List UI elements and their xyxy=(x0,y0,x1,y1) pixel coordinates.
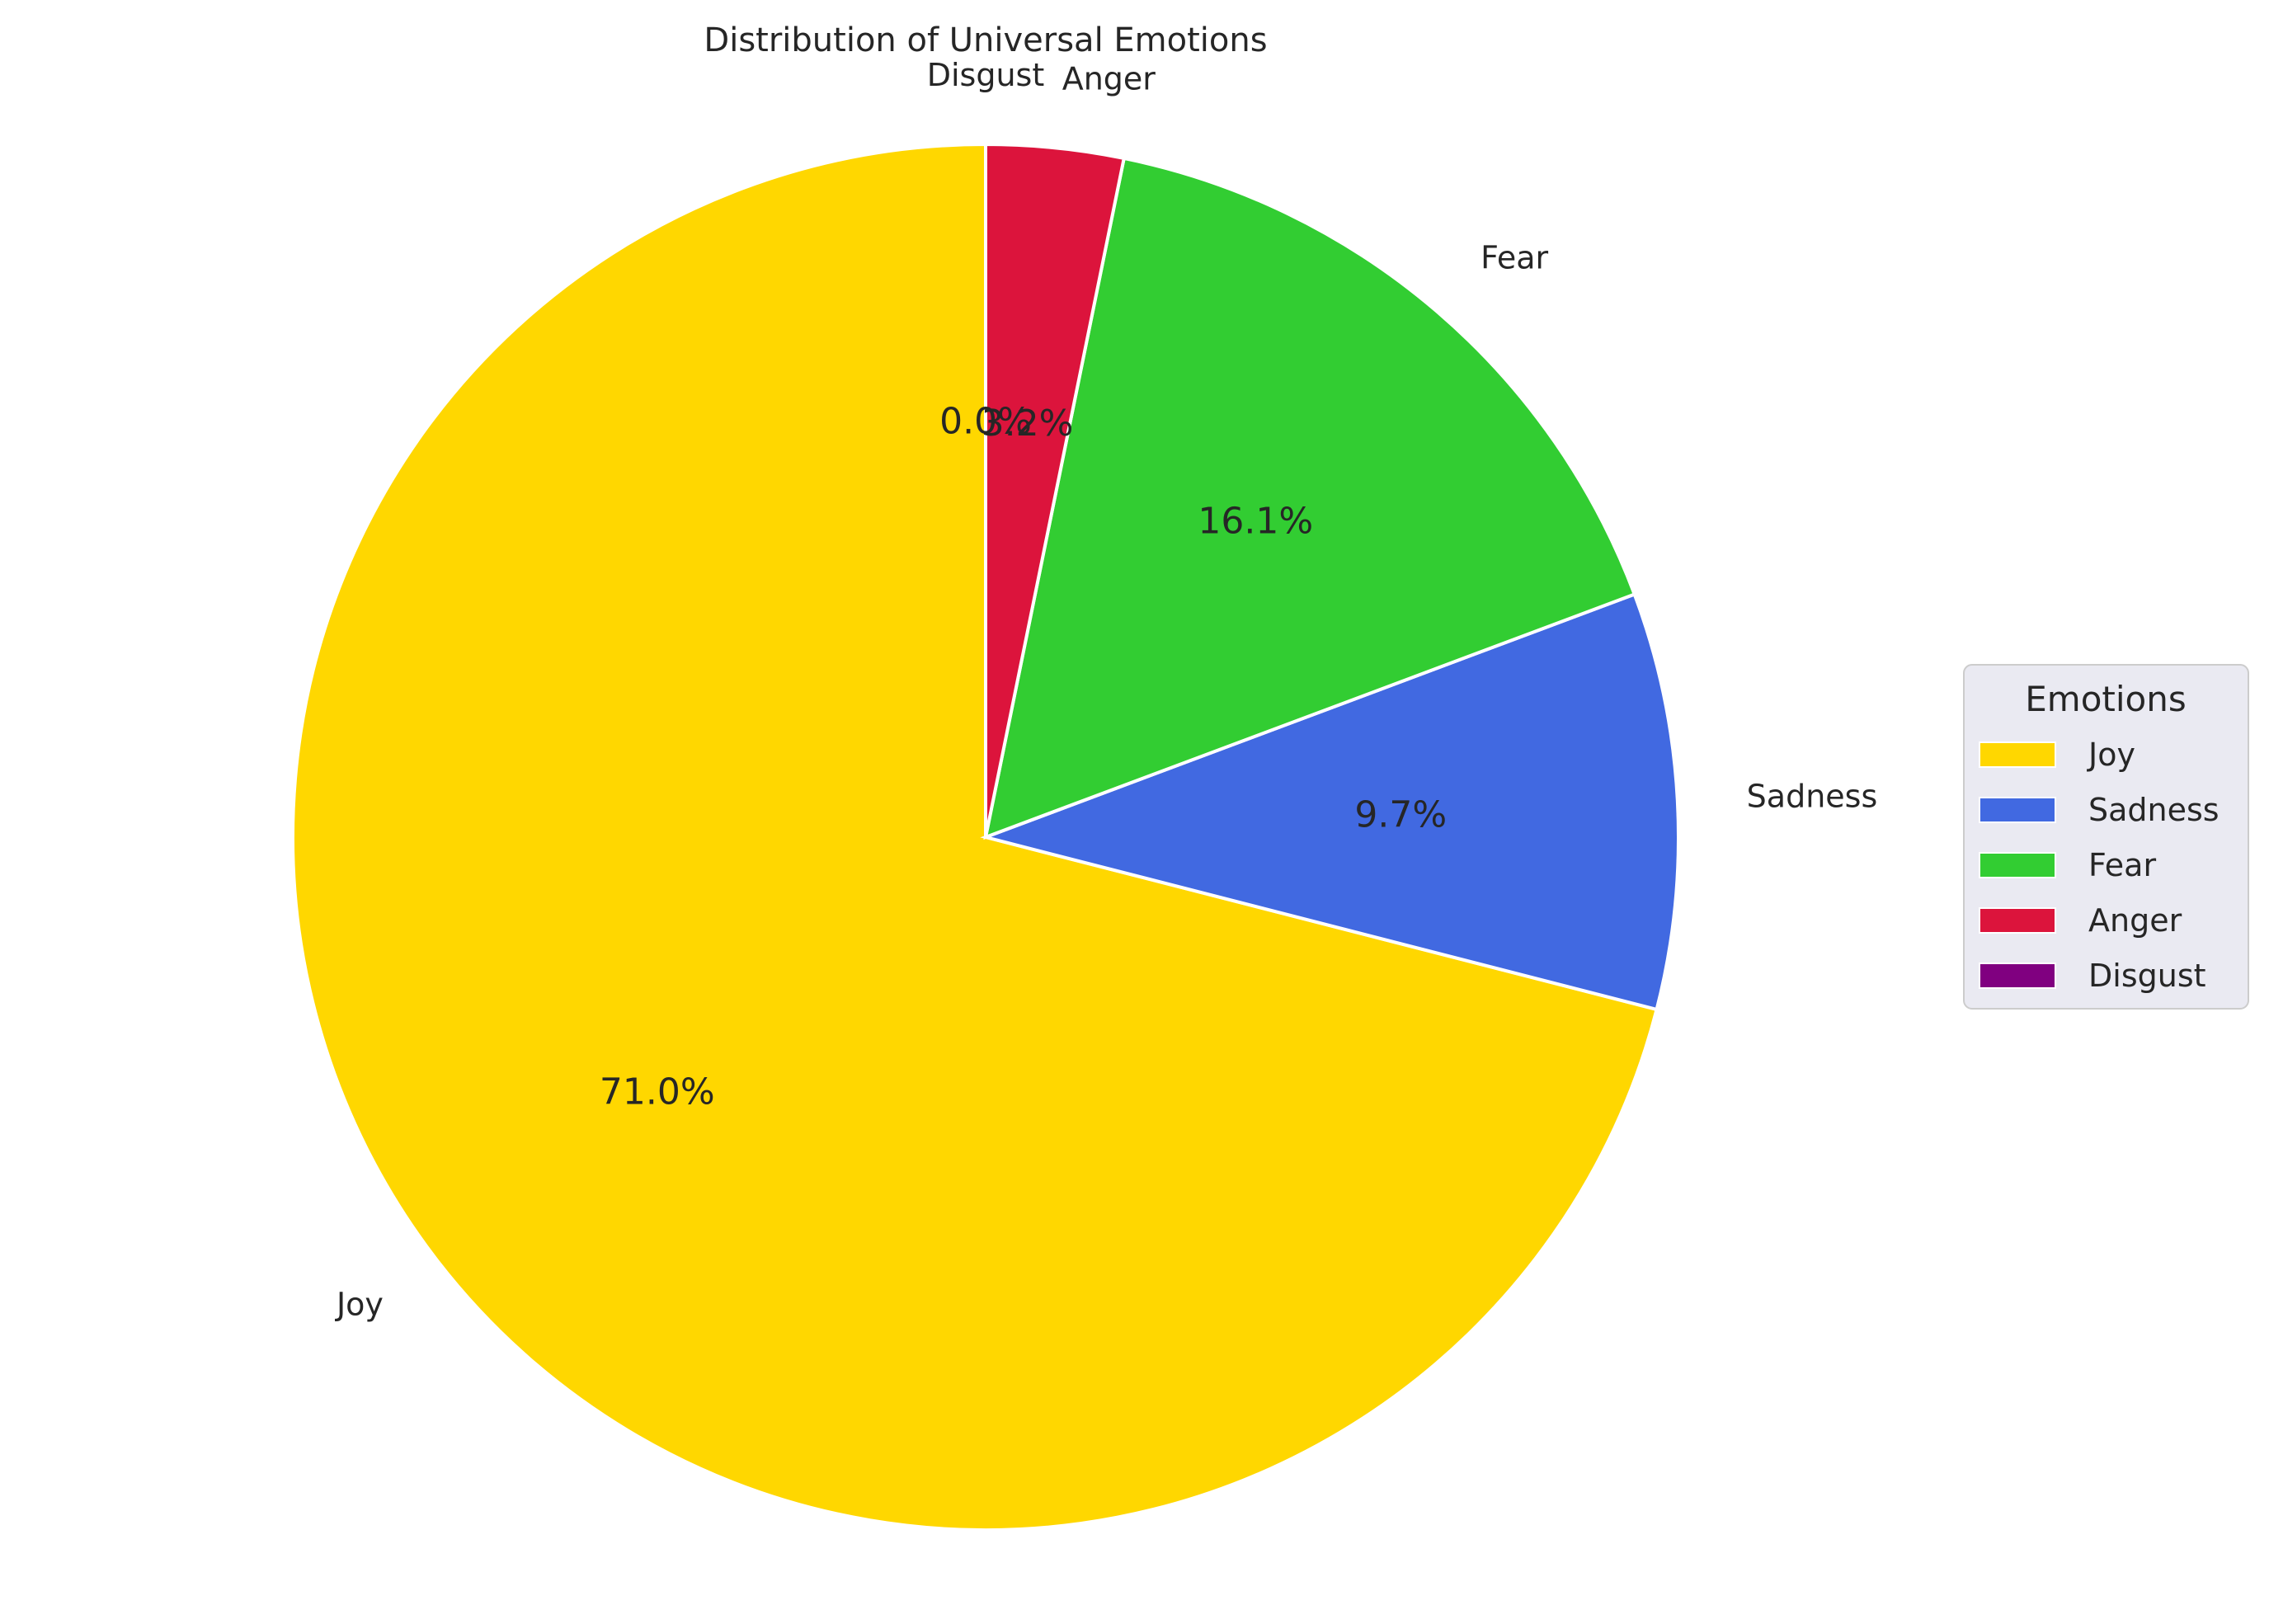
percent-label-fear: 16.1% xyxy=(1198,500,1313,542)
legend-swatch-anger xyxy=(1979,907,2056,934)
legend-swatch-joy xyxy=(1979,741,2056,768)
slice-joy xyxy=(291,142,1659,1532)
slice-sadness xyxy=(980,591,1680,1012)
slice-label-joy: Joy xyxy=(335,1286,384,1322)
chart-title: Distribution of Universal Emotions xyxy=(704,21,1267,59)
pie-slices xyxy=(291,142,1680,1532)
legend-label-disgust: Disgust xyxy=(2088,958,2206,994)
percent-label-sadness: 9.7% xyxy=(1354,794,1447,836)
legend-swatch-sadness xyxy=(1979,797,2056,823)
percent-label-anger: 3.2% xyxy=(982,402,1074,445)
percent-label-disgust: 0.0% xyxy=(939,401,1032,443)
legend-swatch-disgust xyxy=(1979,963,2056,989)
legend: Emotions Joy Sadness Fear Anger Disgust xyxy=(1963,664,2249,1010)
slice-label-disgust: Disgust xyxy=(927,57,1045,93)
percent-label-joy: 71.0% xyxy=(600,1071,715,1113)
slice-label-sadness: Sadness xyxy=(1747,779,1878,815)
slice-label-anger: Anger xyxy=(1062,61,1156,97)
legend-title: Emotions xyxy=(2025,679,2186,719)
legend-label-sadness: Sadness xyxy=(2088,792,2220,828)
legend-label-anger: Anger xyxy=(2088,902,2182,939)
slice-fear xyxy=(983,156,1637,840)
slice-label-fear: Fear xyxy=(1480,239,1548,275)
legend-label-joy: Joy xyxy=(2087,737,2135,773)
percent-labels: 71.0% 9.7% 16.1% 3.2%0.0% xyxy=(600,401,1447,1113)
legend-swatch-fear xyxy=(1979,852,2056,878)
legend-entries: Joy Sadness Fear Anger Disgust xyxy=(1979,737,2220,994)
slice-labels: Joy Sadness Fear Anger Disgust xyxy=(335,57,1877,1322)
legend-label-fear: Fear xyxy=(2088,847,2156,883)
